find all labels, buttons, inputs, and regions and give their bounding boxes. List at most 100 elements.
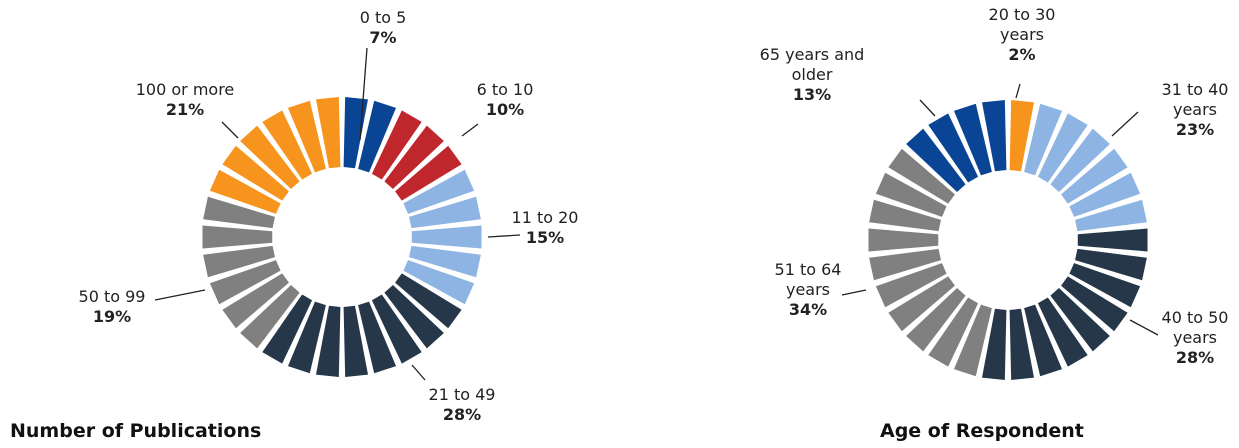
- category-label: 21 to 49: [428, 385, 496, 404]
- donut-segment: [411, 225, 482, 249]
- value-label: 10%: [485, 100, 525, 119]
- donut-segment: [262, 294, 313, 364]
- category-label: 0 to 5: [359, 8, 407, 27]
- donut-segment: [395, 145, 462, 201]
- chart-title: Number of Publications: [10, 420, 262, 442]
- donut-segment: [928, 297, 979, 367]
- donut-segment: [203, 245, 275, 278]
- donut-segment: [1009, 100, 1034, 172]
- donut-segment: [869, 199, 941, 232]
- donut-segment: [371, 294, 422, 364]
- leader-line: [221, 121, 239, 139]
- value-label: 21%: [165, 100, 205, 119]
- donut-segment: [1069, 263, 1141, 308]
- donut-segment: [316, 97, 341, 169]
- donut-segment: [1050, 128, 1110, 192]
- donut-segment: [982, 100, 1007, 172]
- donut-segment: [875, 263, 947, 308]
- donut-segment: [888, 276, 955, 332]
- leader-line: [1015, 83, 1021, 99]
- donut-segment: [209, 169, 281, 214]
- slice-label: 40 to 50 years 28%: [1155, 308, 1235, 368]
- value-label: 23%: [1175, 120, 1215, 139]
- donut-segment: [222, 145, 289, 201]
- donut-segment: [953, 304, 992, 377]
- slice-label: 31 to 40 years 23%: [1155, 80, 1235, 140]
- donut-segment: [343, 305, 368, 377]
- value-label: 15%: [525, 228, 565, 247]
- donut-segment: [262, 110, 313, 180]
- slice-label: 50 to 99 19%: [72, 287, 152, 327]
- value-label: 19%: [92, 307, 132, 326]
- value-label: 13%: [792, 85, 832, 104]
- donut-segment: [409, 245, 481, 278]
- donut-segment: [953, 103, 992, 176]
- category-label: 31 to 40 years: [1161, 80, 1229, 119]
- donut-segment: [222, 273, 289, 329]
- donut-segment: [209, 260, 281, 305]
- leader-line: [487, 234, 521, 238]
- slice-label: 11 to 20 15%: [505, 208, 585, 248]
- slice-label: 20 to 30 years 2%: [982, 5, 1062, 65]
- donut-segment: [982, 308, 1007, 380]
- value-label: 28%: [442, 405, 482, 424]
- donut-segment: [1024, 304, 1063, 377]
- category-label: 11 to 20: [511, 208, 579, 227]
- donut-segment: [358, 301, 397, 374]
- donut-segment: [1009, 308, 1034, 380]
- chart-title: Age of Respondent: [880, 420, 1084, 442]
- donut-segment: [384, 125, 444, 189]
- donut-segment: [240, 285, 300, 349]
- category-label: 40 to 50 years: [1161, 308, 1229, 347]
- donut-segment: [1077, 228, 1148, 252]
- slice-label: 6 to 10 10%: [465, 80, 545, 120]
- donut-segment: [1075, 199, 1147, 232]
- category-label: 65 years and older: [759, 45, 865, 84]
- slice-label: 21 to 49 28%: [422, 385, 502, 425]
- leader-line: [1111, 111, 1139, 137]
- donut-segment: [403, 169, 475, 214]
- donut-segment: [316, 305, 341, 377]
- donut-segment: [384, 285, 444, 349]
- slice-label: 65 years and older 13%: [742, 45, 882, 105]
- donut-segment: [888, 148, 955, 204]
- donut-segment: [928, 113, 979, 183]
- donut-segment: [240, 125, 300, 189]
- value-label: 7%: [369, 28, 397, 47]
- value-label: 28%: [1175, 348, 1215, 367]
- leader-line: [841, 289, 867, 296]
- donut-segment: [1061, 148, 1128, 204]
- donut-segment: [869, 248, 941, 281]
- category-label: 6 to 10: [476, 80, 534, 99]
- slice-label: 0 to 5 7%: [343, 8, 423, 48]
- leader-line: [461, 123, 479, 137]
- donut-segment: [409, 196, 481, 229]
- donut-segment: [1024, 103, 1063, 176]
- donut-segment: [868, 228, 939, 252]
- leader-line: [919, 99, 936, 117]
- leader-line: [1129, 319, 1159, 336]
- donut-segment: [395, 273, 462, 329]
- value-label: 34%: [788, 300, 828, 319]
- donut-segment: [371, 110, 422, 180]
- donut-segment: [358, 100, 397, 173]
- donut-segment: [1061, 276, 1128, 332]
- donut-segment: [906, 288, 966, 352]
- donut-segment: [287, 100, 326, 173]
- category-label: 50 to 99: [78, 287, 146, 306]
- slice-label: 51 to 64 years 34%: [768, 260, 848, 320]
- donut-segment: [203, 196, 275, 229]
- donut-segment: [1050, 288, 1110, 352]
- donut-segment: [287, 301, 326, 374]
- category-label: 100 or more: [135, 80, 235, 99]
- donut-segment: [1075, 248, 1147, 281]
- leader-line: [359, 47, 368, 141]
- value-label: 2%: [1008, 45, 1036, 64]
- donut-segment: [1037, 113, 1088, 183]
- slice-label: 100 or more 21%: [130, 80, 240, 120]
- donut-segment: [202, 225, 273, 249]
- donut-segment: [1037, 297, 1088, 367]
- leader-line: [411, 364, 426, 381]
- donut-segment: [1069, 172, 1141, 217]
